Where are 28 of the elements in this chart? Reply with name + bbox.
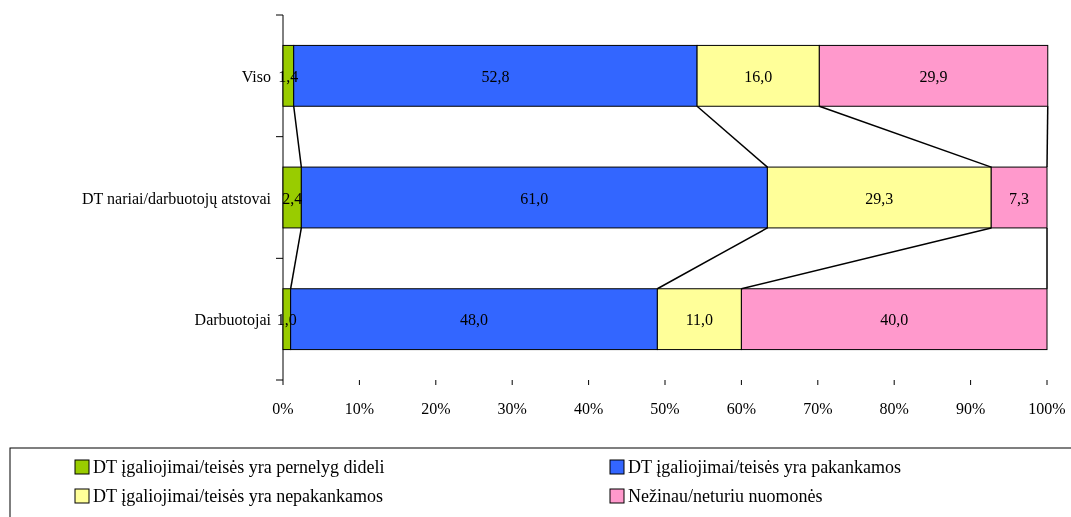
x-tick-label: 70% <box>803 400 833 417</box>
x-tick-label: 40% <box>573 400 604 417</box>
legend-label: DT įgaliojimai/teisės yra pakankamos <box>628 457 902 477</box>
legend-label: Nežinau/neturiu nuomonės <box>628 486 823 506</box>
x-tick-label: 10% <box>344 400 375 417</box>
x-tick-label: 100% <box>1028 400 1066 417</box>
data-label: 48,0 <box>460 311 488 329</box>
data-label: 16,0 <box>744 67 773 85</box>
data-label: 11,0 <box>685 311 714 329</box>
data-label: 61,0 <box>520 189 549 207</box>
x-tick-label: 0% <box>272 400 294 417</box>
y-tick-label: DT nariai/darbuotojų atstovai <box>82 189 272 208</box>
x-tick-label: 80% <box>879 400 909 417</box>
x-tick-label: 90% <box>955 400 986 417</box>
x-tick-label: 60% <box>726 400 757 417</box>
x-tick-label: 20% <box>421 400 451 417</box>
y-tick-label: Darbuotojai <box>194 311 272 330</box>
x-tick-label: 30% <box>497 400 527 417</box>
x-tick-label: 50% <box>650 400 680 417</box>
data-label: 52,8 <box>481 67 510 85</box>
data-label: 29,3 <box>865 189 894 207</box>
data-label: 1,0 <box>276 311 297 329</box>
data-label: 7,3 <box>1009 189 1030 207</box>
data-label: 29,9 <box>919 67 948 85</box>
y-tick-label: Viso <box>241 67 271 85</box>
legend-label: DT įgaliojimai/teisės yra pernelyg dideli <box>93 457 385 477</box>
legend-label: DT įgaliojimai/teisės yra nepakankamos <box>93 486 384 506</box>
data-label: 40,0 <box>880 311 909 329</box>
